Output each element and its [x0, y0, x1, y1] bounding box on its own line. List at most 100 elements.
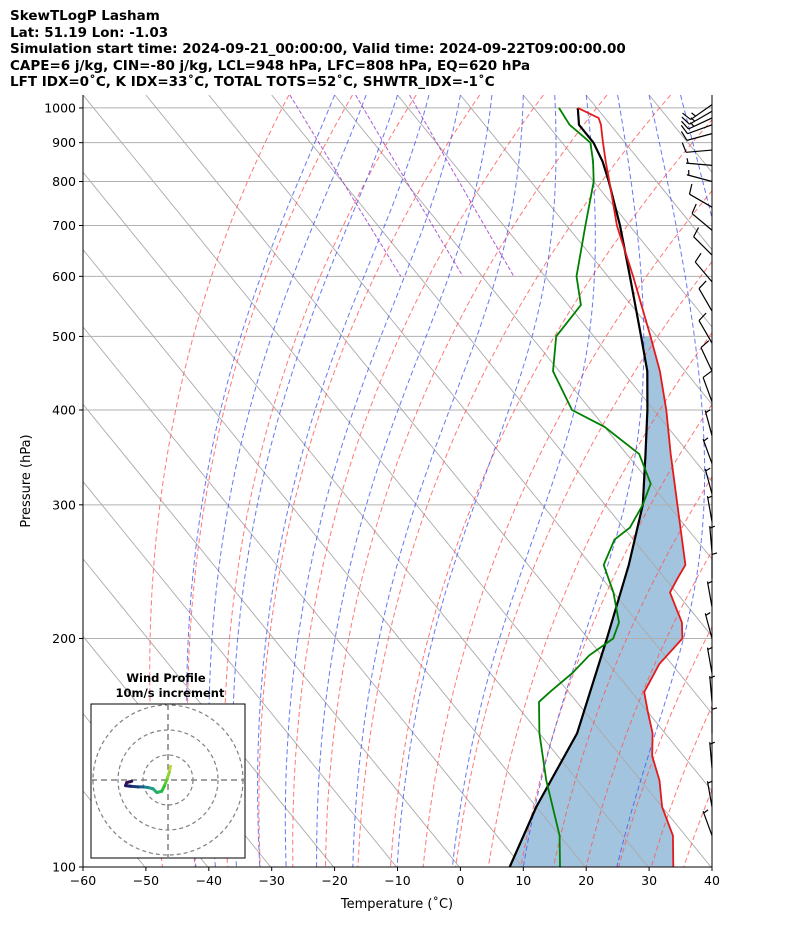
- wind-barb: [704, 612, 713, 639]
- barb-staff: [706, 647, 713, 674]
- dry-adiabat: [716, 95, 794, 867]
- wind-barb: [704, 467, 713, 495]
- inset-subtitle: 10m/s increment: [116, 686, 225, 700]
- x-tick-label: −60: [70, 873, 96, 888]
- x-tick-label: −30: [259, 873, 285, 888]
- barb-half-feather: [690, 117, 696, 122]
- barb-staff: [690, 104, 713, 121]
- barb-staff: [689, 110, 713, 125]
- barb-half-feather: [711, 552, 718, 555]
- barb-staff: [688, 117, 713, 130]
- barb-staff: [693, 236, 713, 256]
- dry-adiabat: [749, 95, 794, 867]
- isotherm: [334, 95, 712, 560]
- barb-feather: [698, 312, 707, 321]
- wind-barb: [709, 741, 715, 769]
- y-tick-label: 100: [52, 860, 76, 875]
- barb-staff: [704, 468, 713, 495]
- barb-half-feather: [689, 122, 695, 127]
- barb-staff: [698, 288, 713, 312]
- barb-half-feather: [711, 707, 718, 710]
- isotherm: [145, 95, 712, 792]
- barb-half-feather: [707, 646, 713, 651]
- dry-adiabat: [258, 95, 481, 867]
- wind-barb: [698, 280, 713, 312]
- wind-barb: [706, 580, 713, 608]
- dry-adiabat: [390, 119, 712, 867]
- isotherm: [83, 248, 586, 867]
- isotherm: [775, 95, 794, 867]
- barb-feather: [700, 340, 710, 349]
- barb-feather: [680, 131, 688, 141]
- dry-adiabat: [292, 95, 544, 867]
- x-tick-label: 0: [456, 873, 464, 888]
- barb-half-feather: [709, 741, 715, 745]
- y-axis-label: Pressure (hPa): [19, 434, 34, 527]
- barb-half-feather: [707, 580, 713, 584]
- barb-staff: [704, 613, 713, 639]
- wind-barb: [702, 809, 713, 836]
- barb-staff: [706, 581, 713, 608]
- barb-staff: [702, 377, 713, 403]
- barb-half-feather: [703, 437, 709, 442]
- y-tick-label: 1000: [44, 100, 76, 115]
- wind-barb: [702, 370, 713, 403]
- wind-barb: [704, 409, 713, 436]
- barb-feather: [681, 116, 690, 125]
- cape-area: [509, 336, 686, 867]
- barb-staff: [709, 742, 713, 769]
- moist-adiabat: [186, 95, 336, 867]
- temperature-line: [577, 107, 687, 867]
- wind-barb: [691, 203, 713, 231]
- cape-fill: [509, 336, 686, 867]
- wind-barb: [693, 227, 713, 256]
- barb-half-feather: [707, 495, 713, 499]
- barb-staff: [691, 213, 713, 231]
- moist-adiabat: [257, 95, 430, 867]
- wind-barb: [688, 183, 713, 208]
- x-tick-label: 40: [704, 873, 720, 888]
- wind-barb: [686, 170, 713, 183]
- barb-half-feather: [707, 780, 713, 784]
- wind-barb: [681, 110, 713, 125]
- barb-staff: [686, 133, 713, 141]
- isotherm: [83, 95, 712, 867]
- isotherm: [0, 95, 82, 867]
- barb-feather: [694, 252, 702, 263]
- moist-adiabat: [316, 95, 493, 867]
- x-tick-label: −20: [321, 873, 347, 888]
- barb-half-feather: [703, 809, 709, 814]
- axes: −60 −50 −40 −30 −20 −10 0 10 20 30 40 100 200 300 400 5…: [44, 95, 720, 888]
- dry-adiabat: [324, 95, 608, 867]
- wind-barb: [694, 252, 713, 283]
- wind-barb: [698, 312, 713, 344]
- profiles: [508, 107, 687, 867]
- y-tick-label: 300: [52, 497, 76, 512]
- barb-feather: [702, 370, 712, 378]
- y-tick-label: 400: [52, 402, 76, 417]
- wind-barb: [681, 142, 713, 153]
- isotherm: [271, 95, 712, 637]
- x-axis-label: Temperature (˚C): [340, 896, 453, 912]
- wind-barb: [711, 552, 718, 579]
- barb-staff: [704, 410, 713, 436]
- isotherm: [585, 95, 712, 251]
- station-title: SkewTLogP Lasham: [10, 8, 160, 24]
- wind-profile-inset: Wind Profile 10m/s increment: [90, 671, 246, 859]
- hodograph-segment: [125, 779, 134, 784]
- stability-indices-1: CAPE=6 j/kg, CIN=-80 j/kg, LCL=948 hPa, …: [10, 57, 531, 74]
- dry-adiabat: [422, 189, 712, 867]
- parcel-line: [508, 107, 649, 867]
- station-coordinates: Lat: 51.19 Lon: -1.03: [10, 24, 169, 41]
- chart-header: SkewTLogP Lasham Lat: 51.19 Lon: -1.03 S…: [10, 8, 626, 91]
- moist-adiabat: [208, 95, 367, 867]
- x-tick-label: −40: [196, 873, 222, 888]
- wind-barb: [711, 707, 718, 734]
- isotherm: [83, 480, 397, 867]
- barb-half-feather: [705, 612, 711, 616]
- y-tick-label: 700: [52, 218, 76, 233]
- barb-staff: [687, 124, 713, 135]
- mixing-ratio-line: [409, 95, 515, 277]
- barb-half-feather: [709, 525, 715, 529]
